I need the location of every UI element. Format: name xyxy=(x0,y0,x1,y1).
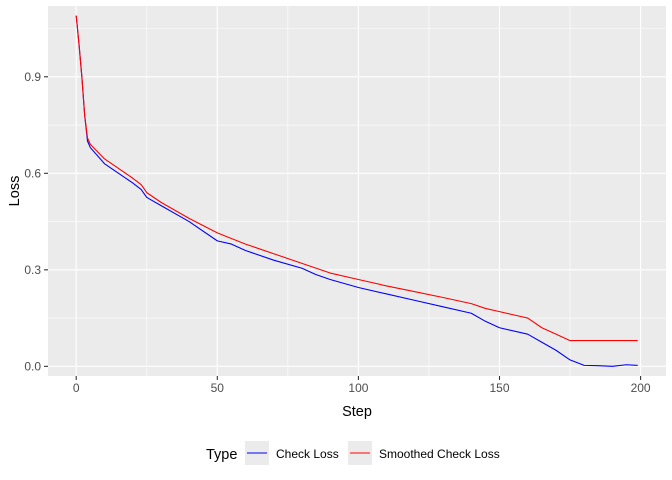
series-line-smoothed-check-loss xyxy=(75,15,638,342)
legend-label-check-loss: Check Loss xyxy=(276,447,339,461)
legend: Type Check Loss Smoothed Check Loss xyxy=(206,441,500,465)
major-gridlines xyxy=(48,6,666,376)
x-tick-label: 200 xyxy=(631,381,651,395)
x-tick-label: 100 xyxy=(348,381,368,395)
y-tick-label: 0.3 xyxy=(24,263,41,277)
y-axis-title: Loss xyxy=(7,176,23,207)
plot-panel xyxy=(48,6,666,376)
x-tick-label: 150 xyxy=(489,381,509,395)
legend-title: Type xyxy=(206,447,237,463)
series-lines xyxy=(75,15,638,367)
legend-label-smoothed-check-loss: Smoothed Check Loss xyxy=(379,447,500,461)
minor-gridlines xyxy=(48,6,666,376)
x-axis-title: Step xyxy=(342,404,372,420)
y-axis-ticks: 0.0 0.3 0.6 0.9 xyxy=(24,70,48,373)
y-tick-label: 0.0 xyxy=(24,359,41,373)
y-tick-label: 0.9 xyxy=(24,70,41,84)
x-tick-label: 50 xyxy=(211,381,225,395)
x-axis-ticks: 0 50 100 150 200 xyxy=(73,376,651,395)
y-tick-label: 0.6 xyxy=(24,166,41,180)
x-tick-label: 0 xyxy=(73,381,80,395)
series-line-check-loss xyxy=(75,15,638,367)
